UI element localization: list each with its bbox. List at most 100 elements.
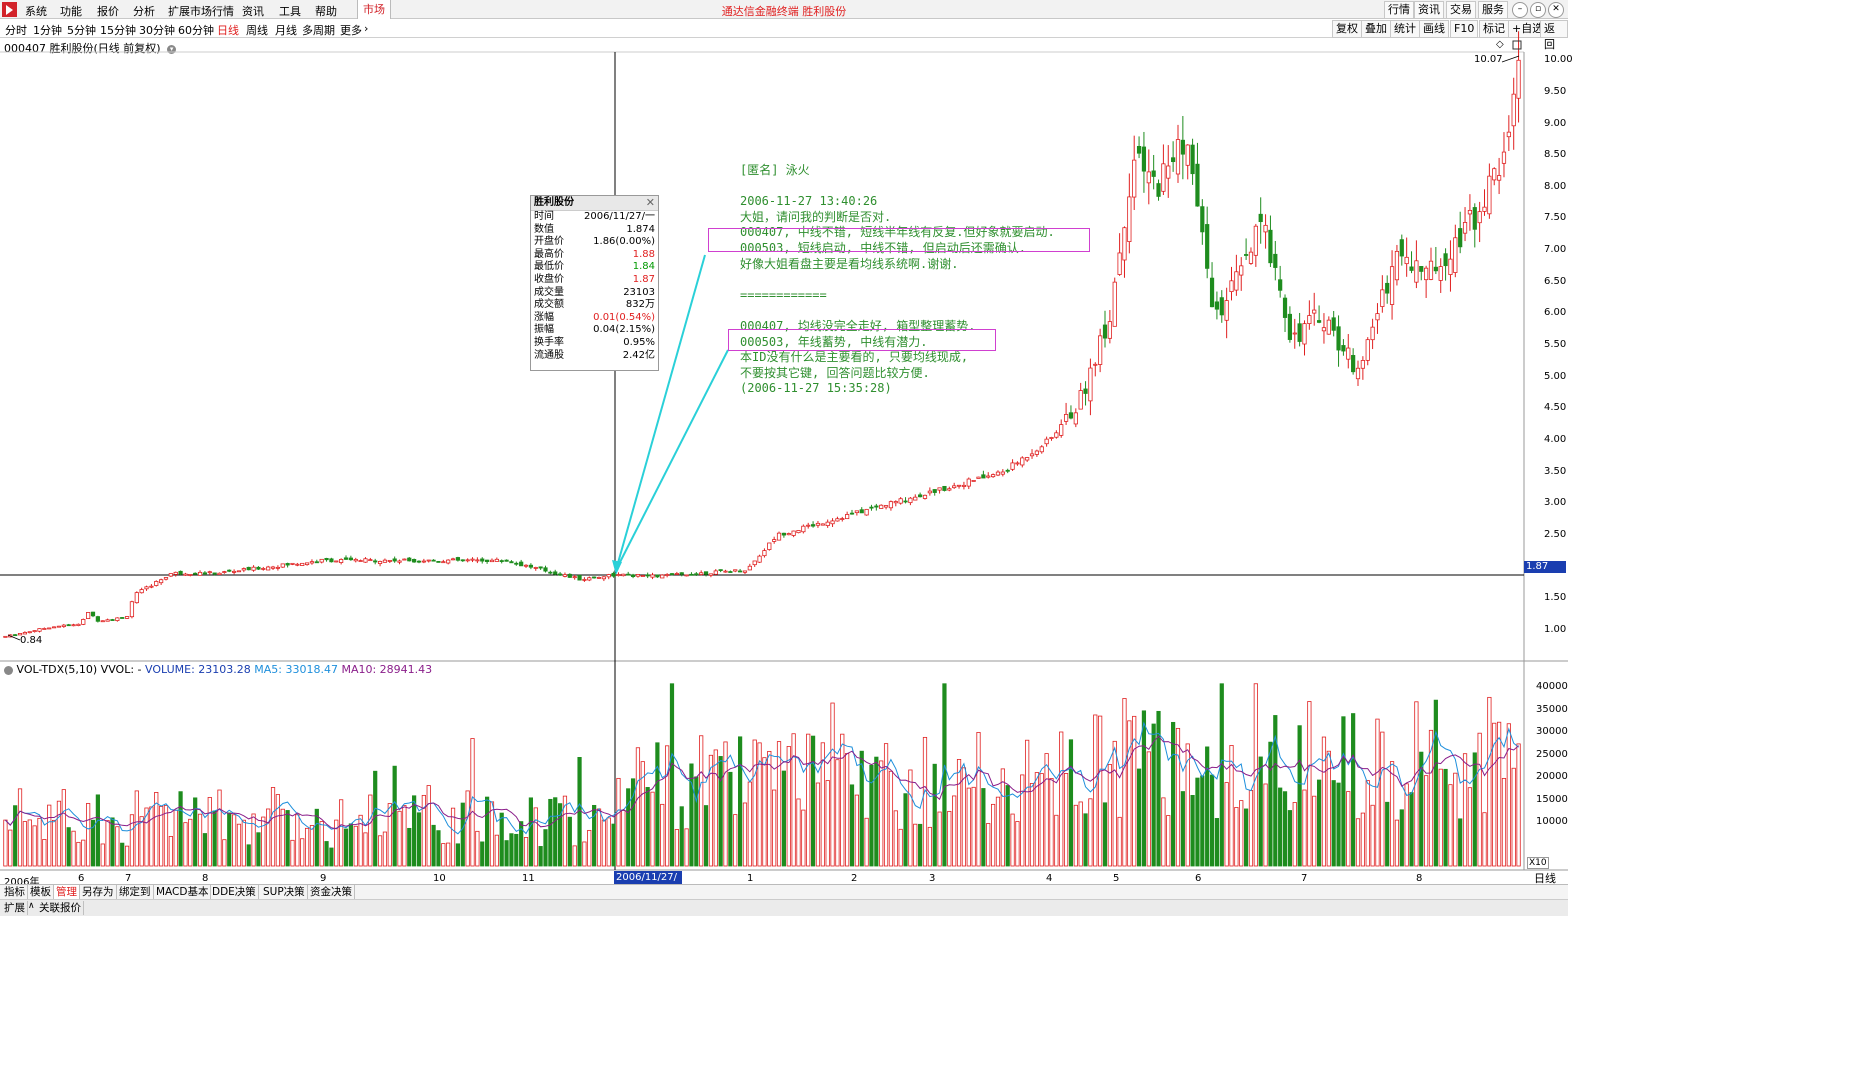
candle-body xyxy=(1424,267,1429,281)
candle-body xyxy=(1458,228,1463,248)
comment-line xyxy=(740,179,1055,195)
quote-button[interactable]: 行情 xyxy=(1384,1,1414,19)
period-weekly[interactable]: 周线 xyxy=(246,24,268,37)
candle-body xyxy=(991,474,996,478)
volume-bar xyxy=(859,750,864,867)
chevron-down-icon[interactable]: ▾ xyxy=(167,44,177,54)
candle-body xyxy=(1389,266,1395,305)
volume-bar xyxy=(1414,701,1419,867)
candle-body xyxy=(1136,145,1142,154)
menu-quote[interactable]: 报价 xyxy=(97,5,119,18)
close-icon[interactable]: ✕ xyxy=(645,196,655,209)
candle-body xyxy=(528,564,533,568)
hint-label: 收盘价 xyxy=(534,273,564,285)
add-watchlist-button[interactable]: +自选 xyxy=(1508,20,1548,38)
period-1min[interactable]: 1分钟 xyxy=(33,24,62,37)
candle-body xyxy=(810,524,816,527)
candle-body xyxy=(1214,301,1220,310)
trade-button[interactable]: 交易 xyxy=(1446,1,1476,19)
minimize-icon[interactable]: – xyxy=(1512,2,1528,18)
tab-fund[interactable]: 资金决策 xyxy=(308,885,355,899)
volume-bar xyxy=(1419,751,1424,867)
candle-body xyxy=(1054,432,1059,438)
menu-tools[interactable]: 工具 xyxy=(279,5,301,18)
news-button[interactable]: 资讯 xyxy=(1414,1,1444,19)
volume-bar xyxy=(1166,815,1171,867)
hint-panel: 胜利股份 ✕ 时间 2006/11/27/一 数值 1.874 开盘价 1.86(0.00… xyxy=(530,195,659,371)
candle-body xyxy=(1385,282,1390,294)
candle-body xyxy=(382,559,388,563)
expand-button[interactable]: 扩展 xyxy=(2,901,28,915)
tab-sup[interactable]: SUP决策 xyxy=(261,885,308,899)
volume-bar xyxy=(1433,699,1438,867)
candle-body xyxy=(183,573,188,576)
period-5min[interactable]: 5分钟 xyxy=(67,24,96,37)
close-icon[interactable]: ✕ xyxy=(1548,2,1564,18)
candle-body xyxy=(1404,256,1409,265)
menu-extended-market[interactable]: 扩展市场行情 xyxy=(168,5,234,18)
menu-help[interactable]: 帮助 xyxy=(315,5,337,18)
kline-chart[interactable]: ◇ xyxy=(0,0,1568,916)
volume-bar xyxy=(976,732,981,867)
candle-body xyxy=(397,560,402,563)
period-multi[interactable]: 多周期 xyxy=(302,24,335,37)
tab-bind-to[interactable]: 绑定到 xyxy=(117,885,154,899)
candle-body xyxy=(1141,146,1147,172)
comment-line xyxy=(740,303,1055,319)
period-timeshare[interactable]: 分时 xyxy=(5,24,27,37)
period-monthly[interactable]: 月线 xyxy=(275,24,297,37)
tab-template[interactable]: 模板 xyxy=(28,885,54,899)
volume-bar xyxy=(227,812,232,867)
volume-bar xyxy=(981,788,986,867)
candle-body xyxy=(373,560,378,563)
tab-indicator[interactable]: 指标 xyxy=(2,885,28,899)
candle-body xyxy=(1511,93,1516,127)
period-more[interactable]: 更多 xyxy=(340,24,362,37)
candle-body xyxy=(304,562,310,566)
draw-button[interactable]: 画线 xyxy=(1419,20,1449,38)
hint-label: 开盘价 xyxy=(534,236,564,248)
candle-body xyxy=(640,575,645,577)
menu-function[interactable]: 功能 xyxy=(60,5,82,18)
candle-body xyxy=(207,571,212,574)
tab-macd[interactable]: MACD基本 xyxy=(154,885,212,899)
hint-label: 数值 xyxy=(534,223,554,235)
volume-bar xyxy=(1351,713,1356,867)
volume-bar xyxy=(120,842,125,867)
service-button[interactable]: 服务 xyxy=(1478,1,1508,19)
candle-body xyxy=(1239,265,1244,276)
candle-body xyxy=(1346,347,1351,360)
market-tab[interactable]: 市场 xyxy=(357,0,391,19)
candle-body xyxy=(869,506,874,509)
volume-bar xyxy=(455,843,461,867)
price-tick: 3.50 xyxy=(1544,466,1567,477)
candle-body xyxy=(849,512,855,515)
volume-indicator-name[interactable]: VOL-TDX(5,10) VVOL: - xyxy=(16,663,142,676)
menu-news[interactable]: 资讯 xyxy=(242,5,264,18)
menu-analysis[interactable]: 分析 xyxy=(133,5,155,18)
candle-body xyxy=(1287,313,1292,340)
period-30min[interactable]: 30分钟 xyxy=(139,24,175,37)
related-quote-button[interactable]: 关联报价 xyxy=(37,901,84,915)
period-daily[interactable]: 日线 xyxy=(217,24,239,37)
period-15min[interactable]: 15分钟 xyxy=(100,24,136,37)
tab-save-as[interactable]: 另存为 xyxy=(80,885,117,899)
volume-bar xyxy=(324,841,329,867)
candle-body xyxy=(835,518,840,522)
volume-bar xyxy=(222,839,227,867)
candle-body xyxy=(144,586,149,590)
volume-bar xyxy=(918,823,923,867)
f10-button[interactable]: F10 xyxy=(1450,20,1479,38)
gear-icon[interactable] xyxy=(4,665,13,675)
chevron-right-icon[interactable]: › xyxy=(364,22,369,35)
tab-manage[interactable]: 管理 xyxy=(54,885,80,899)
volume-bar xyxy=(1209,774,1215,867)
menu-system[interactable]: 系统 xyxy=(25,5,47,18)
back-button[interactable]: 返回 xyxy=(1540,20,1568,51)
period-60min[interactable]: 60分钟 xyxy=(178,24,214,37)
candle-body xyxy=(1282,297,1288,318)
tab-dde[interactable]: DDE决策 xyxy=(210,885,259,899)
restore-icon[interactable]: ▫ xyxy=(1530,2,1546,18)
status-bar: 扩展 ∧ 关联报价 xyxy=(0,899,1568,916)
chevron-up-icon[interactable]: ∧ xyxy=(28,901,35,911)
